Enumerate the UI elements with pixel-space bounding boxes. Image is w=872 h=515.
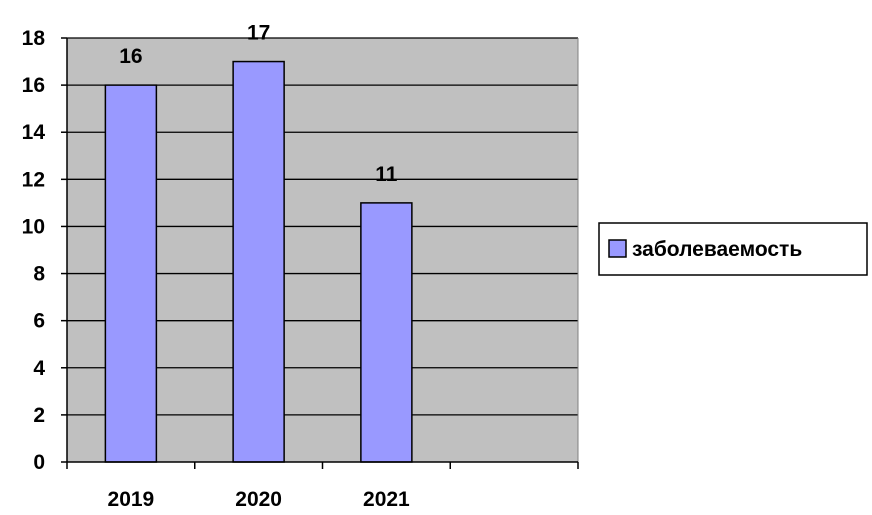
- y-tick-label-6: 6: [33, 310, 45, 333]
- bars: [104, 60, 413, 463]
- data-label-2019: 16: [119, 45, 142, 68]
- y-tick-label-8: 8: [33, 263, 45, 286]
- axes: [61, 37, 579, 469]
- legend: заболеваемость: [598, 222, 868, 276]
- x-tick-label-2019: 2019: [108, 488, 155, 511]
- y-tick-label-16: 16: [22, 74, 45, 97]
- bar-2020: [232, 60, 285, 463]
- legend-label: заболеваемость: [632, 238, 802, 261]
- legend-swatch-заболеваемость: [608, 239, 627, 258]
- y-tick-label-14: 14: [22, 121, 46, 144]
- x-tick-label-2020: 2020: [235, 488, 282, 511]
- data-label-2020: 17: [247, 22, 270, 45]
- labels: 16 17 11 0 2 4 6 8 10 12 14 16 18 2019 2020 2021: [22, 22, 410, 511]
- bar-2019: [104, 84, 158, 463]
- y-tick-label-18: 18: [22, 27, 46, 50]
- data-label-2021: 11: [375, 163, 398, 186]
- legend-box: [598, 222, 868, 276]
- y-tick-label-0: 0: [33, 451, 45, 474]
- y-tick-label-2: 2: [33, 404, 45, 427]
- y-tick-label-10: 10: [22, 215, 45, 238]
- bar-2021: [360, 202, 413, 463]
- y-tick-label-12: 12: [22, 168, 45, 191]
- y-tick-label-4: 4: [33, 357, 45, 380]
- x-tick-label-2021: 2021: [363, 488, 410, 511]
